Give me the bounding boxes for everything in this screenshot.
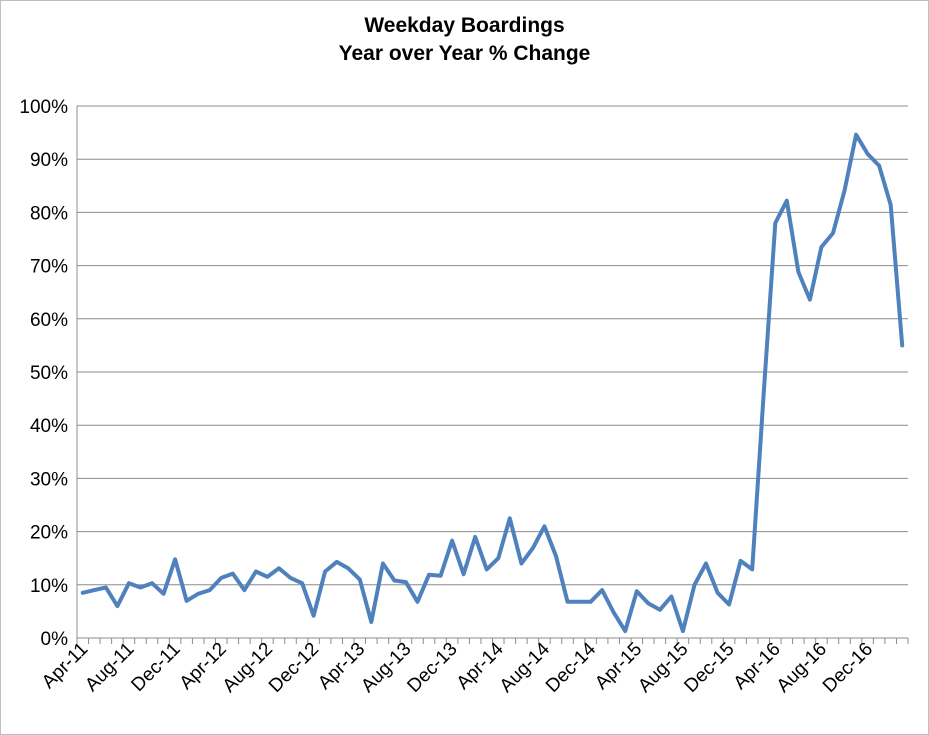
x-tick-label: Dec-12 xyxy=(265,639,323,697)
x-tick-label: Dec-16 xyxy=(819,639,877,697)
y-tick-labels: 0% 10% 20% 30% 40% 50% 60% 70% 80% 90% 100% xyxy=(19,97,68,650)
gridlines xyxy=(77,105,908,586)
x-tick-label: Aug-14 xyxy=(496,638,554,696)
series-layer xyxy=(80,132,905,634)
y-tick-label: 20% xyxy=(30,523,68,544)
x-tick-label: Dec-14 xyxy=(542,638,600,696)
y-tick-label: 10% xyxy=(30,576,68,597)
series-line xyxy=(80,132,905,634)
y-tick-label: 30% xyxy=(30,469,68,490)
x-tick-label: Aug-16 xyxy=(773,639,831,697)
x-tick-label: Aug-13 xyxy=(357,639,415,697)
axes xyxy=(76,106,909,644)
x-tick-labels: Apr-11Aug-11Dec-11Apr-12Aug-12Dec-12Apr-… xyxy=(38,638,877,696)
y-tick-label: 0% xyxy=(41,629,69,650)
chart-title-block: Weekday Boardings Year over Year % Chang… xyxy=(0,12,929,68)
y-tick-label: 40% xyxy=(30,416,68,437)
y-tick-label: 60% xyxy=(30,310,68,331)
y-tick-label: 80% xyxy=(30,203,68,224)
y-tick-label: 90% xyxy=(30,150,68,171)
x-tick-label: Aug-12 xyxy=(219,639,277,697)
y-tick-label: 70% xyxy=(30,257,68,278)
x-tick-label: Dec-15 xyxy=(680,639,738,697)
chart-subtitle: Year over Year % Change xyxy=(338,42,591,65)
x-tick-label: Dec-13 xyxy=(403,639,461,697)
y-tick-label: 50% xyxy=(30,363,68,384)
y-tick-label: 100% xyxy=(19,97,68,118)
chart-title: Weekday Boardings xyxy=(364,14,565,37)
x-tick-label: Aug-15 xyxy=(634,639,692,697)
x-tick-label: Aug-11 xyxy=(81,639,138,696)
x-tick-label: Dec-11 xyxy=(127,639,184,696)
